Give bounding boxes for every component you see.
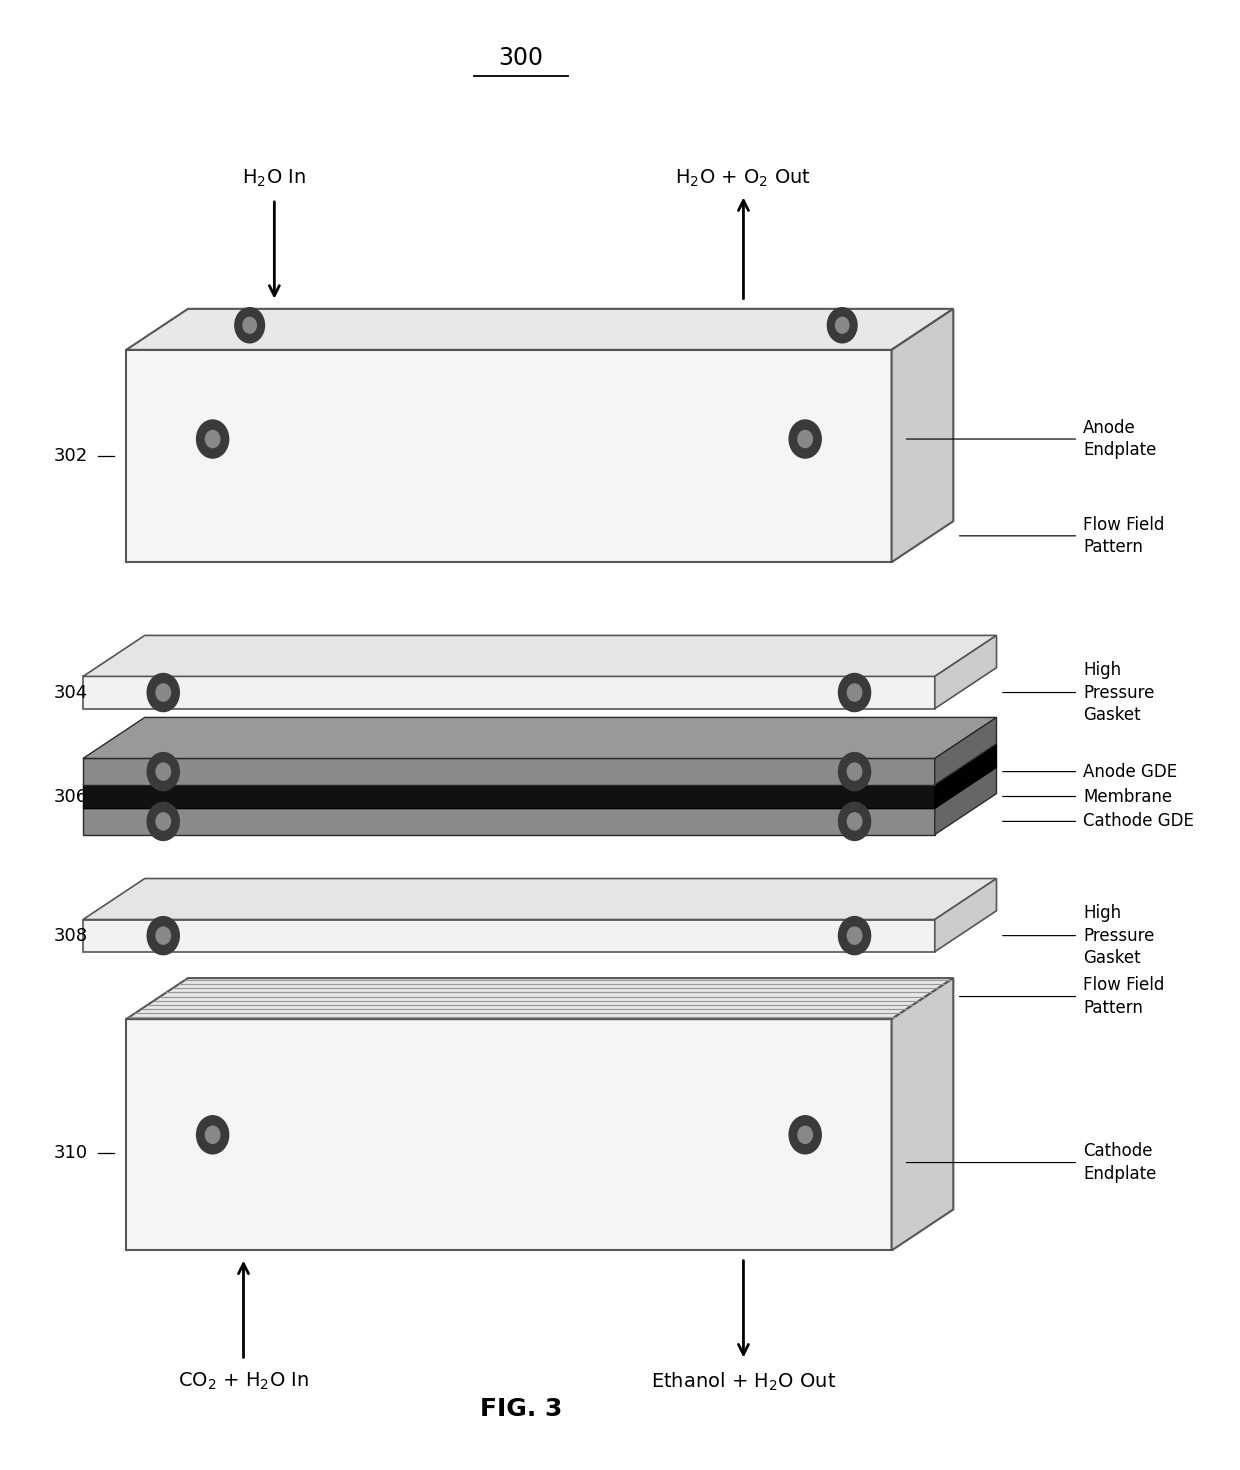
Text: Anode GDE: Anode GDE	[1083, 763, 1177, 781]
Circle shape	[838, 753, 870, 791]
Circle shape	[847, 813, 862, 831]
Circle shape	[799, 431, 812, 447]
Polygon shape	[83, 759, 935, 785]
Polygon shape	[126, 1019, 892, 1251]
Text: 308: 308	[53, 926, 88, 945]
Polygon shape	[935, 744, 997, 809]
Circle shape	[156, 763, 170, 781]
Text: 306: 306	[53, 788, 88, 806]
Text: 304: 304	[53, 684, 88, 701]
Circle shape	[827, 307, 857, 343]
Circle shape	[197, 420, 228, 459]
Circle shape	[799, 1126, 812, 1144]
Circle shape	[148, 753, 180, 791]
Polygon shape	[935, 879, 997, 951]
Polygon shape	[935, 635, 997, 709]
Polygon shape	[83, 744, 997, 785]
Circle shape	[148, 803, 180, 841]
Polygon shape	[935, 767, 997, 835]
Circle shape	[847, 684, 862, 701]
Text: 302: 302	[53, 447, 88, 465]
Polygon shape	[83, 635, 997, 676]
Polygon shape	[892, 309, 954, 562]
Text: 300: 300	[498, 47, 544, 71]
Polygon shape	[83, 879, 997, 920]
Text: High
Pressure
Gasket: High Pressure Gasket	[1083, 662, 1154, 723]
Circle shape	[836, 318, 849, 334]
Polygon shape	[83, 785, 935, 808]
Polygon shape	[83, 676, 935, 709]
Circle shape	[156, 813, 170, 831]
Circle shape	[838, 917, 870, 954]
Text: Flow Field
Pattern: Flow Field Pattern	[1083, 516, 1164, 556]
Polygon shape	[935, 717, 997, 785]
Circle shape	[838, 803, 870, 841]
Text: H$_2$O In: H$_2$O In	[242, 168, 306, 188]
Circle shape	[206, 1126, 219, 1144]
Polygon shape	[126, 309, 954, 350]
Text: Cathode GDE: Cathode GDE	[1083, 813, 1194, 831]
Text: CO$_2$ + H$_2$O In: CO$_2$ + H$_2$O In	[177, 1370, 309, 1392]
Polygon shape	[126, 978, 954, 1019]
Text: Flow Field
Pattern: Flow Field Pattern	[1083, 976, 1164, 1017]
Circle shape	[789, 1116, 821, 1154]
Circle shape	[148, 673, 180, 711]
Text: FIG. 3: FIG. 3	[480, 1396, 563, 1420]
Circle shape	[847, 763, 862, 781]
Polygon shape	[83, 920, 935, 951]
Text: Membrane: Membrane	[1083, 788, 1172, 806]
Polygon shape	[83, 767, 997, 809]
Circle shape	[197, 1116, 228, 1154]
Polygon shape	[83, 717, 997, 759]
Circle shape	[234, 307, 264, 343]
Circle shape	[847, 928, 862, 944]
Circle shape	[156, 928, 170, 944]
Text: High
Pressure
Gasket: High Pressure Gasket	[1083, 904, 1154, 967]
Text: Cathode
Endplate: Cathode Endplate	[1083, 1142, 1156, 1183]
Text: Anode
Endplate: Anode Endplate	[1083, 419, 1156, 459]
Circle shape	[243, 318, 257, 334]
Text: Ethanol + H$_2$O Out: Ethanol + H$_2$O Out	[651, 1370, 836, 1394]
Circle shape	[838, 673, 870, 711]
Polygon shape	[892, 978, 954, 1251]
Circle shape	[206, 431, 219, 447]
Circle shape	[148, 917, 180, 954]
Text: H$_2$O + O$_2$ Out: H$_2$O + O$_2$ Out	[676, 168, 811, 188]
Circle shape	[156, 684, 170, 701]
Polygon shape	[126, 350, 892, 562]
Text: 310: 310	[53, 1144, 88, 1163]
Circle shape	[789, 420, 821, 459]
Polygon shape	[83, 809, 935, 835]
